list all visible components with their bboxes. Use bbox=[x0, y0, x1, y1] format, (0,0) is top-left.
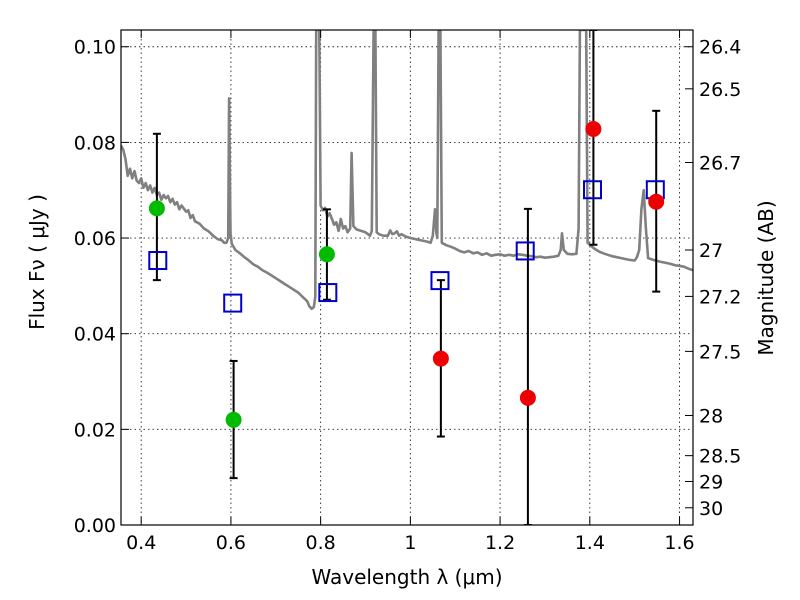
y-tick-label: 0.00 bbox=[74, 515, 116, 537]
right-axis-tick-label: 28 bbox=[699, 405, 723, 427]
right-axis-tick-label: 29 bbox=[699, 471, 723, 493]
grid bbox=[121, 30, 693, 526]
right-axis-tick-label: 26.4 bbox=[699, 37, 741, 59]
axes: 0.4 0.6 0.8 1 1.2 1.4 1.6 0.00 0.02 0.04 0.06 0.08 0… bbox=[74, 30, 741, 554]
y-tick-label: 0.02 bbox=[74, 419, 116, 441]
y-tick-label: 0.10 bbox=[74, 37, 116, 59]
right-axis-label: Magnitude (AB) bbox=[754, 200, 778, 355]
x-tick-label: 0.4 bbox=[126, 532, 156, 554]
plot-frame bbox=[120, 29, 694, 526]
x-tick-label: 0.6 bbox=[216, 532, 246, 554]
x-tick-label: 1 bbox=[404, 532, 416, 554]
model-photometry-square bbox=[515, 241, 535, 261]
model-photometry-square bbox=[583, 180, 603, 200]
right-axis-tick-label: 27.5 bbox=[699, 341, 741, 363]
red-data-point bbox=[519, 389, 536, 406]
y-tick-label: 0.06 bbox=[74, 228, 116, 250]
right-axis-tick-label: 27.2 bbox=[699, 286, 741, 308]
x-tick-label: 1.4 bbox=[575, 532, 605, 554]
y-tick-label: 0.08 bbox=[74, 132, 116, 154]
model-photometry-square bbox=[223, 293, 243, 313]
green-data-point bbox=[318, 246, 335, 263]
y-axis-label: Flux Fν ( μJy ) bbox=[25, 194, 49, 330]
model-photometry-square bbox=[148, 251, 168, 271]
x-tick-label: 1.2 bbox=[485, 532, 515, 554]
x-tick-label: 0.8 bbox=[306, 532, 336, 554]
right-axis-tick-label: 27 bbox=[699, 240, 723, 262]
right-axis-tick-label: 26.5 bbox=[699, 79, 741, 101]
right-axis-tick-label: 30 bbox=[699, 498, 723, 520]
plot-area bbox=[121, 30, 693, 525]
green-data-point bbox=[225, 411, 242, 428]
model-spectrum-line bbox=[121, 30, 693, 311]
red-data-point bbox=[585, 121, 602, 137]
green-data-point bbox=[148, 200, 165, 217]
right-axis-tick-label: 28.5 bbox=[699, 446, 741, 468]
model-photometry-square bbox=[318, 283, 338, 303]
y-tick-label: 0.04 bbox=[74, 324, 116, 346]
red-data-point bbox=[432, 350, 449, 367]
right-axis-tick-label: 26.7 bbox=[699, 152, 741, 174]
x-axis-label: Wavelength λ (μm) bbox=[311, 565, 502, 589]
model-photometry-square bbox=[430, 271, 450, 291]
x-tick-label: 1.6 bbox=[664, 532, 694, 554]
red-data-point bbox=[648, 193, 665, 210]
